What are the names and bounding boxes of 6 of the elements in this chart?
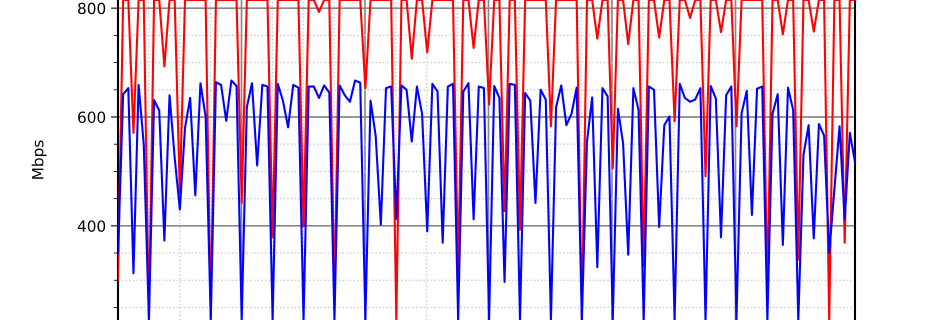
line-series <box>118 80 855 320</box>
y-tick-label: 800 <box>78 2 106 14</box>
y-tick-label: 600 <box>78 111 106 124</box>
y-tick-label: 400 <box>78 220 106 232</box>
y-axis-title: Mbps <box>32 140 46 179</box>
line-series <box>118 0 855 320</box>
